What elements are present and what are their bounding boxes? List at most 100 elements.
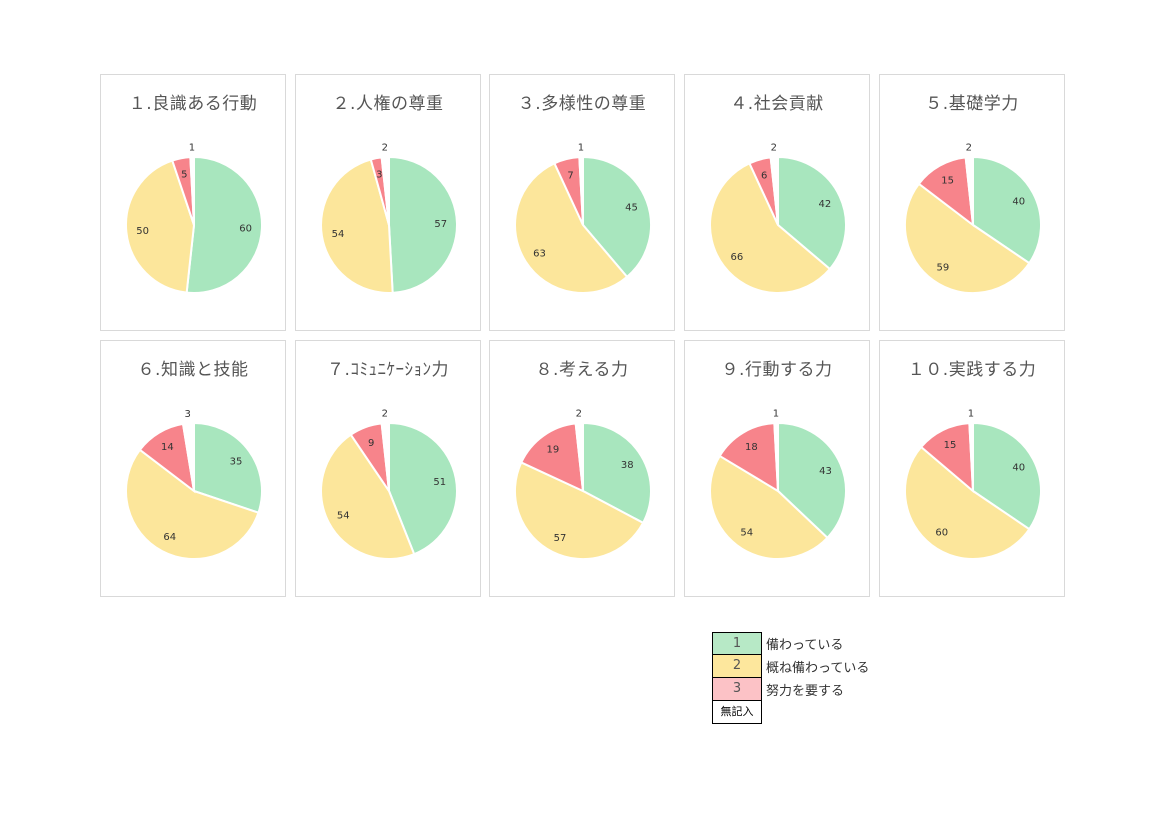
pie-slice-4 <box>968 421 974 492</box>
pie-slice-1 <box>972 155 1042 265</box>
slice-value-label: 38 <box>621 460 634 471</box>
pie-slice-4 <box>380 155 390 226</box>
pie-slice-1 <box>972 421 1042 531</box>
pie-slice-4 <box>380 421 390 492</box>
chart-title: １０.実践する力 <box>907 360 1037 380</box>
pie-slice-2 <box>709 161 832 294</box>
chart-title: ３.多様性の尊重 <box>517 94 647 114</box>
pie-slice-3 <box>917 156 975 228</box>
pie-chart: 40 60 15 1 <box>903 409 1042 561</box>
pie-chart: 35 64 14 3 <box>125 409 263 560</box>
pie-slice-4 <box>769 155 779 226</box>
pie-chart-panel: ３.多様性の尊重 45 63 7 1 <box>489 74 675 331</box>
slice-value-label: 63 <box>533 248 546 259</box>
pie-chart-panel: ７.ｺﾐｭﾆｹｰｼｮﾝ力 51 54 9 2 <box>295 340 481 597</box>
legend-swatch-2: 2 <box>712 655 762 678</box>
slice-value-label: 59 <box>937 263 950 274</box>
slice-value-label: 54 <box>337 511 350 522</box>
pie-chart-panel: ８.考える力 38 57 19 2 <box>489 340 675 597</box>
pie-chart-panel: ４.社会貢献 42 66 6 2 <box>684 74 870 331</box>
slice-value-label: 9 <box>368 438 374 449</box>
legend-swatch-blank: 無記入 <box>712 701 762 724</box>
slice-value-label: 64 <box>163 532 176 543</box>
slice-value-label: 19 <box>547 445 560 456</box>
slice-value-label: 3 <box>376 170 382 181</box>
pie-slice-3 <box>519 422 585 493</box>
pie-slice-4 <box>189 155 195 226</box>
pie-slice-1 <box>582 155 652 279</box>
slice-value-label: 40 <box>1012 462 1025 473</box>
pie-slice-4 <box>181 421 195 492</box>
pie-chart: 57 54 3 2 <box>320 143 458 294</box>
slice-value-label: 35 <box>230 456 243 467</box>
chart-title: ６.知識と技能 <box>137 360 249 380</box>
pie-slice-1 <box>777 421 847 540</box>
chart-title: ７.ｺﾐｭﾆｹｰｼｮﾝ力 <box>327 360 449 380</box>
pie-slice-2 <box>125 448 260 560</box>
slice-value-label: 43 <box>819 466 832 477</box>
slice-value-label: 51 <box>433 477 446 488</box>
slice-value-label: 1 <box>773 409 779 420</box>
slice-value-label: 7 <box>567 170 573 181</box>
pie-chart: 43 54 18 1 <box>709 409 847 561</box>
slice-value-label: 14 <box>161 442 174 453</box>
legend-label-2: 概ね備わっている <box>766 661 870 676</box>
slice-value-label: 5 <box>181 170 187 181</box>
slice-value-label: 1 <box>189 143 195 154</box>
slice-value-label: 15 <box>944 440 957 451</box>
pie-slice-2 <box>320 433 416 560</box>
slice-value-label: 6 <box>761 171 767 182</box>
slice-value-label: 40 <box>1012 196 1025 207</box>
pie-chart-panel: ５.基礎学力 40 59 15 2 <box>879 74 1065 331</box>
slice-value-label: 2 <box>382 143 388 154</box>
slice-value-label: 50 <box>136 226 149 237</box>
pie-chart: 45 63 7 1 <box>514 143 652 294</box>
pie-slice-1 <box>185 155 264 294</box>
pie-chart-panel: ９.行動する力 43 54 18 1 <box>684 340 870 597</box>
pie-slice-2 <box>709 454 829 561</box>
pie-slice-4 <box>574 421 584 492</box>
chart-title: ５.基礎学力 <box>925 94 1019 114</box>
pie-chart: 38 57 19 2 <box>514 409 652 561</box>
slice-value-label: 15 <box>941 176 954 187</box>
pie-slice-3 <box>718 422 780 493</box>
slice-value-label: 60 <box>935 528 948 539</box>
chart-title: １.良識ある行動 <box>128 94 258 114</box>
pie-chart: 51 54 9 2 <box>320 409 458 560</box>
pie-slice-2 <box>903 445 1031 561</box>
chart-title: ８.考える力 <box>535 360 629 380</box>
legend-label-1: 備わっている <box>766 638 844 653</box>
pie-slice-2 <box>514 161 629 294</box>
chart-title: ９.行動する力 <box>721 360 833 380</box>
slice-value-label: 3 <box>185 409 191 420</box>
slice-value-label: 60 <box>239 223 252 234</box>
pie-slice-1 <box>582 421 652 525</box>
slice-value-label: 42 <box>819 199 832 210</box>
pie-slice-2 <box>125 159 196 294</box>
pie-slice-2 <box>904 182 1031 295</box>
pie-slice-4 <box>773 421 779 492</box>
slice-value-label: 2 <box>771 143 777 154</box>
slice-value-label: 57 <box>554 533 567 544</box>
slice-value-label: 57 <box>434 219 447 230</box>
pie-chart-panel: ６.知識と技能 35 64 14 3 <box>100 340 286 597</box>
slice-value-label: 66 <box>731 252 744 263</box>
pie-chart: 40 59 15 2 <box>904 143 1042 295</box>
slice-value-label: 2 <box>966 143 972 154</box>
pie-slice-1 <box>388 421 458 556</box>
pie-chart-panel: ２.人権の尊重 57 54 3 2 <box>295 74 481 331</box>
slice-value-label: 18 <box>745 442 758 453</box>
slice-value-label: 45 <box>625 203 638 214</box>
pie-slice-2 <box>514 461 645 561</box>
pie-slice-1 <box>388 155 458 294</box>
pie-chart: 60 50 5 1 <box>125 143 264 294</box>
legend-swatch-1: 1 <box>712 632 762 655</box>
pie-chart-panel: １.良識ある行動 60 50 5 1 <box>100 74 286 331</box>
chart-title: ４.社会貢献 <box>730 94 824 114</box>
slice-value-label: 54 <box>740 528 753 539</box>
pie-slice-1 <box>193 421 263 514</box>
legend-label-3: 努力を要する <box>766 684 845 699</box>
pie-slice-4 <box>578 155 584 226</box>
pie-chart-panel: １０.実践する力 40 60 15 1 <box>879 340 1065 597</box>
